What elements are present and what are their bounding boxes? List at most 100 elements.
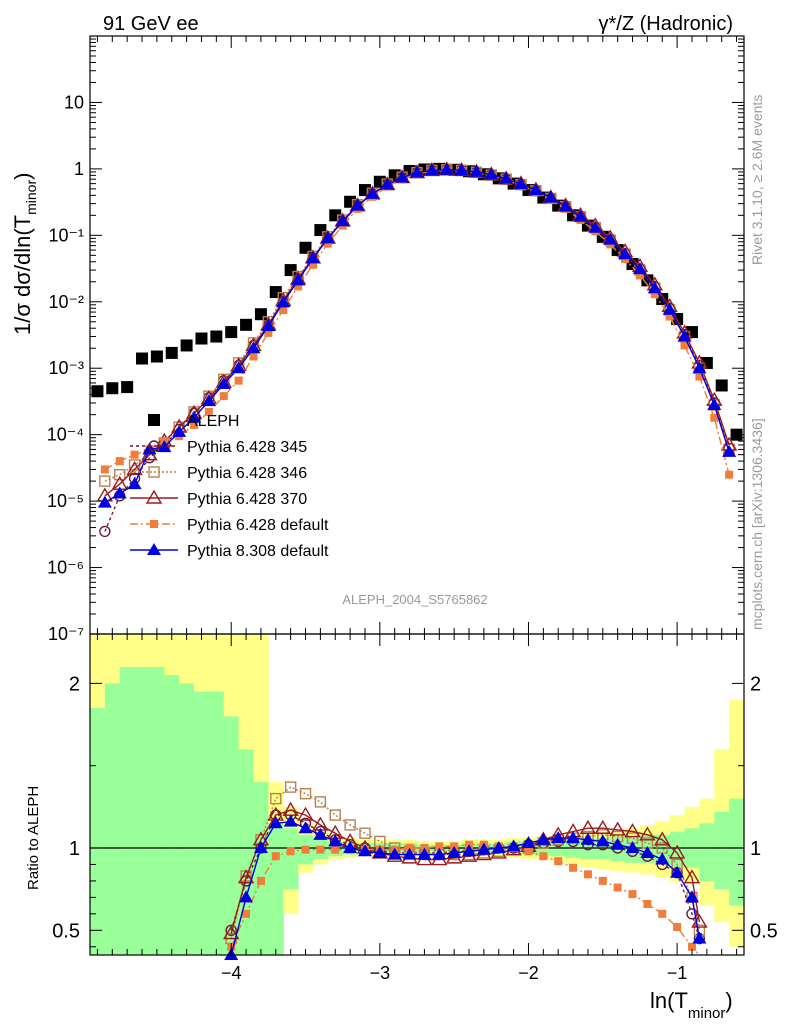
- ratio-point: [387, 847, 402, 860]
- legend-marker: [148, 414, 160, 426]
- y-tick-label: 10⁻⁵: [47, 491, 84, 511]
- band-inner-bin: [149, 666, 165, 955]
- band-inner-bin: [253, 782, 269, 955]
- band-inner-bin: [223, 716, 240, 955]
- data-point: [219, 392, 228, 401]
- data-point: [249, 352, 258, 361]
- legend-label: Pythia 6.428 345: [187, 439, 307, 456]
- data-point: [284, 264, 297, 277]
- data-point: [201, 394, 216, 407]
- ratio-point: [462, 844, 477, 857]
- ratio-point: [222, 925, 240, 940]
- data-point: [514, 177, 529, 190]
- ratio-point: [551, 831, 566, 844]
- data-point: [204, 407, 213, 416]
- data-point: [225, 326, 238, 339]
- header-right: γ*/Z (Hadronic): [599, 13, 733, 35]
- band-inner-bin: [283, 828, 299, 890]
- ratio-point: [357, 844, 372, 857]
- ratio-point: [628, 890, 637, 899]
- series-pythia-6-428-346: [99, 164, 735, 487]
- data-point: [692, 361, 707, 374]
- data-point: [246, 341, 261, 354]
- legend-entry: Pythia 6.428 345: [130, 439, 307, 456]
- ratio-point: [491, 841, 506, 853]
- data-point: [707, 397, 722, 410]
- ratio-bands: [90, 634, 745, 955]
- data-point: [291, 273, 306, 286]
- ratio-point: [331, 845, 340, 854]
- ratio-point: [328, 834, 343, 847]
- ratio-point: [654, 831, 671, 846]
- ratio-point: [583, 870, 592, 879]
- y-tick-label: 10⁻¹: [48, 225, 84, 245]
- band-inner-bin: [164, 675, 180, 955]
- legend-label: ALEPH: [187, 413, 239, 430]
- data-point: [424, 163, 439, 176]
- rivet-label: Rivet 3.1.10, ≥ 2.6M events: [749, 95, 765, 265]
- series-pythia-8-308-default: [97, 162, 737, 508]
- ratio-point: [242, 909, 251, 918]
- data-point: [499, 171, 514, 184]
- data-point: [677, 329, 692, 342]
- data-point: [294, 282, 303, 291]
- ratio-point: [271, 852, 280, 861]
- data-point: [665, 312, 674, 321]
- data-point: [115, 457, 124, 466]
- band-inner-bin: [268, 823, 284, 955]
- band-inner-bin: [104, 683, 121, 955]
- data-point: [715, 379, 728, 392]
- data-point: [695, 372, 704, 381]
- ratio-point: [687, 942, 696, 951]
- ratio-point: [316, 845, 325, 854]
- ratio-point: [372, 845, 387, 858]
- band-inner-bin: [238, 749, 254, 955]
- ratio-y-tick-label: 1: [69, 838, 80, 860]
- ratio-point: [684, 890, 699, 903]
- legend-entry: Pythia 6.428 370: [130, 489, 307, 508]
- legend-label: Pythia 6.428 346: [187, 465, 307, 482]
- ratio-y-tick-label: 2: [750, 673, 761, 695]
- main-ylabel-close: ): [10, 173, 35, 180]
- data-point: [254, 308, 267, 321]
- data-point: [558, 199, 573, 212]
- data-point: [112, 486, 127, 499]
- data-point: [99, 475, 111, 487]
- data-point: [635, 271, 644, 280]
- legend-entry: Pythia 6.428 default: [130, 517, 329, 534]
- ratio-point: [554, 857, 563, 866]
- ratio-point: [506, 839, 521, 852]
- x-tick-label: −4: [221, 963, 242, 983]
- x-tick-label: −2: [518, 963, 539, 983]
- ratio-point: [683, 869, 701, 884]
- axes: −4 −3 −2 −1 10⁻⁷ 10⁻⁶ 10⁻⁵ 10⁻⁴ 10⁻³ 10⁻² 10⁻¹ 1 10 0…: [47, 35, 778, 983]
- band-inner-bin: [654, 834, 671, 865]
- ratio-point: [313, 827, 328, 840]
- y-tick-label: 10⁻⁷: [48, 624, 84, 644]
- data-point: [136, 352, 149, 365]
- data-point: [210, 330, 223, 343]
- x-axis-label-sub: minor: [688, 1005, 726, 1022]
- ratio-point: [253, 841, 268, 853]
- ratio-point: [670, 865, 685, 878]
- header-left: 91 GeV ee: [103, 13, 199, 35]
- data-point: [165, 346, 178, 359]
- data-point: [320, 231, 335, 244]
- data-point: [650, 290, 659, 299]
- ratio-point: [580, 832, 595, 845]
- ratio-point: [640, 845, 655, 858]
- y-tick-label: 10⁻⁶: [47, 558, 84, 578]
- ratio-point: [298, 821, 313, 834]
- series-line: [104, 169, 730, 482]
- data-point: [216, 376, 231, 389]
- ratio-point: [402, 847, 417, 860]
- y-tick-label: 10⁻⁴: [47, 425, 84, 445]
- data-point: [722, 444, 737, 457]
- data-point: [126, 461, 143, 476]
- data-point: [335, 214, 350, 227]
- ratio-series: [222, 781, 708, 960]
- legend-marker: [148, 466, 160, 478]
- data-point: [573, 209, 588, 222]
- legend: ALEPH Pythia 6.428 345 Pythia 6.428 346 Pyt…: [130, 413, 329, 560]
